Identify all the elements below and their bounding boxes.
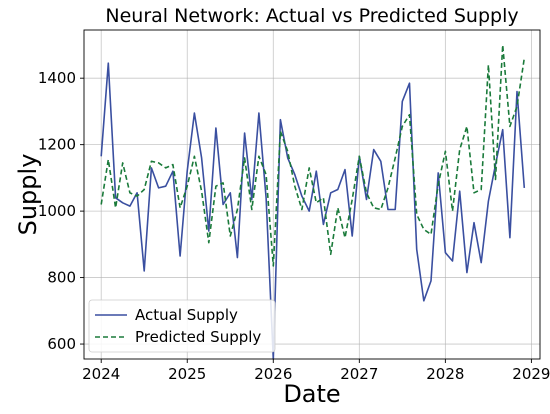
ticks: 2024 2025 2026 2027 2028 2029 600 800 1000 1200 14… [38,69,550,383]
x-axis-label: Date [283,380,340,408]
actual-supply-line [100,62,526,360]
series-layer [100,44,526,360]
chart-title: Neural Network: Actual vs Predicted Supp… [105,5,518,27]
y-tick-label: 1000 [38,202,76,220]
x-tick-label: 2025 [168,365,206,383]
legend-label: Predicted Supply [135,328,261,346]
y-tick-label: 800 [47,269,76,287]
x-tick-label: 2028 [426,365,464,383]
predicted-supply-line [100,44,526,267]
x-tick-label: 2026 [254,365,292,383]
x-tick-label: 2029 [512,365,550,383]
y-axis-label: Supply [14,154,42,236]
x-tick-label: 2027 [340,365,378,383]
legend-label: Actual Supply [135,306,238,324]
y-tick-label: 1200 [38,136,76,154]
legend-box [88,299,276,353]
legend: Actual Supply Predicted Supply [88,299,276,353]
y-tick-label: 1400 [38,69,76,87]
plot-frame [83,29,541,360]
y-tick-label: 600 [47,335,76,353]
x-tick-label: 2024 [82,365,120,383]
